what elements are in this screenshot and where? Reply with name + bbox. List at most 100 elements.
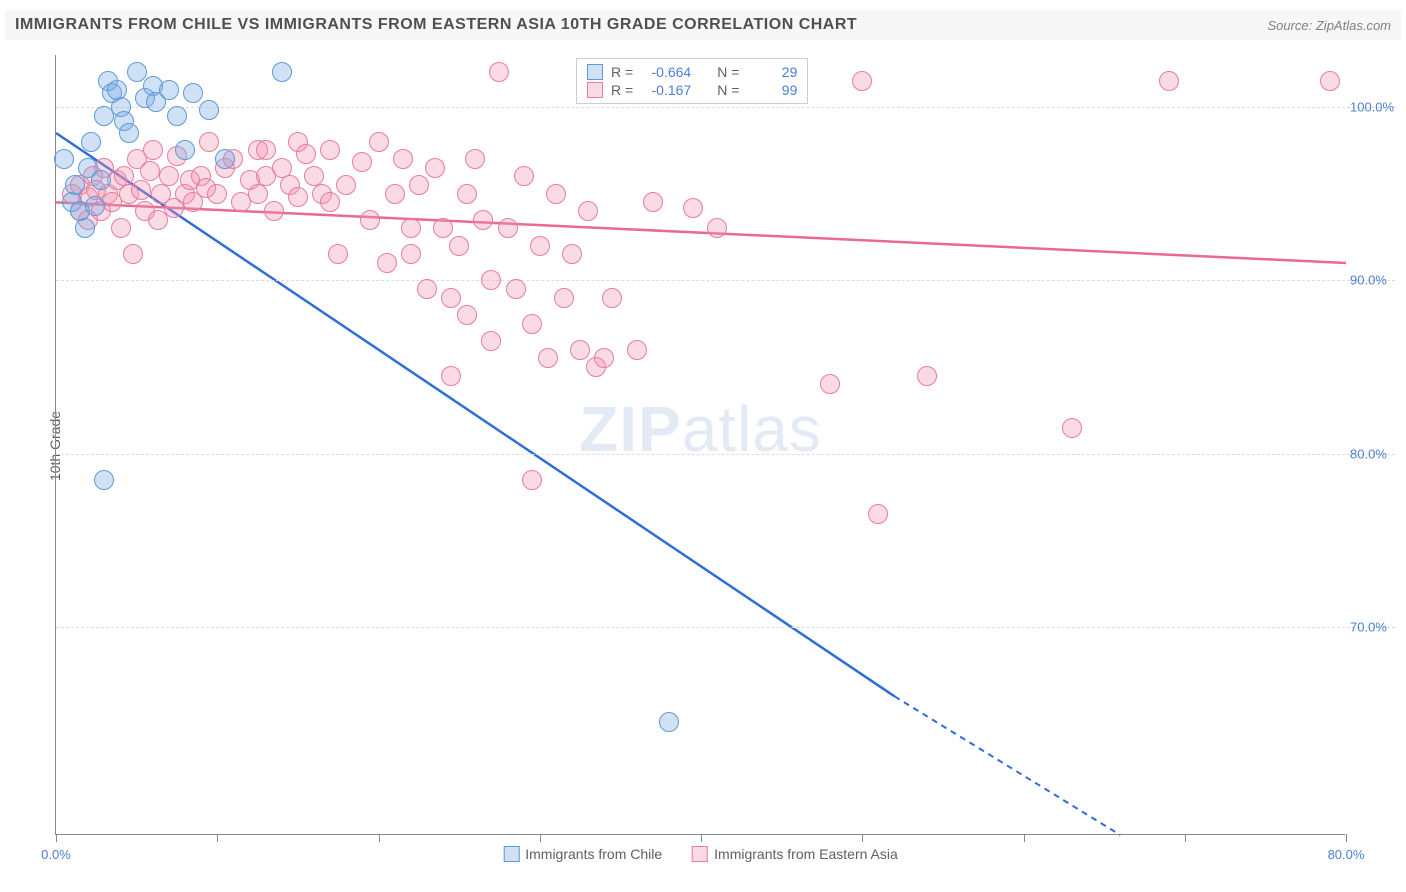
scatter-point	[481, 331, 501, 351]
scatter-point	[578, 201, 598, 221]
scatter-point	[917, 366, 937, 386]
scatter-point	[506, 279, 526, 299]
bottom-legend-chile: Immigrants from Chile	[503, 846, 662, 862]
scatter-point	[465, 149, 485, 169]
scatter-point	[481, 270, 501, 290]
scatter-point	[199, 132, 219, 152]
gridline-h	[56, 280, 1395, 281]
scatter-point	[119, 123, 139, 143]
scatter-point	[602, 288, 622, 308]
scatter-point	[643, 192, 663, 212]
chart-title: IMMIGRANTS FROM CHILE VS IMMIGRANTS FROM…	[15, 16, 857, 34]
scatter-point	[377, 253, 397, 273]
scatter-point	[401, 244, 421, 264]
scatter-point	[131, 180, 151, 200]
scatter-point	[522, 314, 542, 334]
scatter-point	[320, 192, 340, 212]
bottom-label-asia: Immigrants from Eastern Asia	[714, 846, 898, 862]
x-tick	[1185, 834, 1186, 842]
scatter-point	[393, 149, 413, 169]
scatter-point	[127, 62, 147, 82]
scatter-point	[1062, 418, 1082, 438]
scatter-point	[433, 218, 453, 238]
scatter-point	[401, 218, 421, 238]
x-tick	[1024, 834, 1025, 842]
scatter-point	[123, 244, 143, 264]
x-tick	[1346, 834, 1347, 842]
chart-container: IMMIGRANTS FROM CHILE VS IMMIGRANTS FROM…	[0, 0, 1406, 892]
scatter-point	[457, 305, 477, 325]
scatter-point	[94, 470, 114, 490]
scatter-point	[449, 236, 469, 256]
x-tick	[862, 834, 863, 842]
scatter-point	[175, 140, 195, 160]
scatter-point	[256, 140, 276, 160]
scatter-point	[199, 100, 219, 120]
scatter-point	[91, 170, 111, 190]
bottom-legend: Immigrants from Chile Immigrants from Ea…	[503, 846, 898, 862]
scatter-point	[183, 83, 203, 103]
n-value-0: 29	[747, 64, 797, 80]
scatter-point	[159, 166, 179, 186]
legend-swatch-asia	[587, 82, 603, 98]
scatter-point	[538, 348, 558, 368]
x-tick	[56, 834, 57, 842]
bottom-swatch-asia	[692, 846, 708, 862]
scatter-point	[81, 132, 101, 152]
scatter-point	[215, 149, 235, 169]
y-tick-label: 80.0%	[1350, 446, 1405, 461]
x-tick	[701, 834, 702, 842]
scatter-point	[514, 166, 534, 186]
stats-legend: R = -0.664 N = 29 R = -0.167 N = 99	[576, 58, 808, 104]
scatter-point	[554, 288, 574, 308]
scatter-point	[530, 236, 550, 256]
scatter-point	[627, 340, 647, 360]
x-tick	[217, 834, 218, 842]
scatter-point	[498, 218, 518, 238]
scatter-point	[272, 62, 292, 82]
scatter-point	[360, 210, 380, 230]
source-label: Source: ZipAtlas.com	[1267, 18, 1391, 33]
scatter-point	[546, 184, 566, 204]
scatter-point	[288, 187, 308, 207]
scatter-point	[683, 198, 703, 218]
r-value-0: -0.664	[641, 64, 691, 80]
scatter-point	[159, 80, 179, 100]
x-tick-label-first: 0.0%	[41, 847, 71, 862]
gridline-h	[56, 454, 1395, 455]
scatter-point	[441, 366, 461, 386]
scatter-point	[207, 184, 227, 204]
scatter-point	[594, 348, 614, 368]
legend-swatch-chile	[587, 64, 603, 80]
bottom-legend-asia: Immigrants from Eastern Asia	[692, 846, 898, 862]
stats-legend-row-chile: R = -0.664 N = 29	[587, 63, 797, 81]
scatter-point	[473, 210, 493, 230]
scatter-point	[352, 152, 372, 172]
r-value-1: -0.167	[641, 82, 691, 98]
n-label-1: N =	[717, 82, 739, 98]
n-value-1: 99	[747, 82, 797, 98]
scatter-point	[562, 244, 582, 264]
bottom-label-chile: Immigrants from Chile	[525, 846, 662, 862]
gridline-h	[56, 107, 1395, 108]
scatter-point	[296, 144, 316, 164]
plot-area: ZIPatlas R = -0.664 N = 29 R = -0.167 N …	[55, 55, 1345, 835]
scatter-point	[111, 218, 131, 238]
scatter-point	[328, 244, 348, 264]
scatter-point	[417, 279, 437, 299]
y-tick-label: 100.0%	[1350, 100, 1405, 115]
scatter-point	[409, 175, 429, 195]
watermark: ZIPatlas	[579, 392, 822, 466]
n-label-0: N =	[717, 64, 739, 80]
scatter-point	[1159, 71, 1179, 91]
scatter-point	[457, 184, 477, 204]
scatter-point	[54, 149, 74, 169]
scatter-point	[248, 184, 268, 204]
gridline-h	[56, 627, 1395, 628]
x-tick	[540, 834, 541, 842]
scatter-point	[320, 140, 340, 160]
x-tick-label-last: 80.0%	[1328, 847, 1365, 862]
y-tick-label: 90.0%	[1350, 273, 1405, 288]
scatter-point	[441, 288, 461, 308]
scatter-point	[140, 161, 160, 181]
